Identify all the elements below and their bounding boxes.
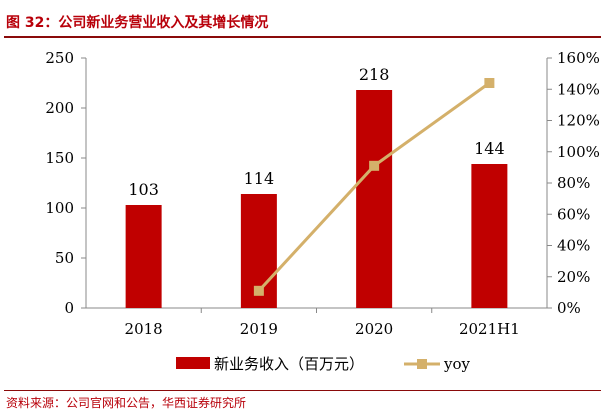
legend-bar-label: 新业务收入（百万元） <box>214 355 364 373</box>
bar-data-label: 218 <box>359 65 390 84</box>
left-tick-label: 200 <box>45 99 74 117</box>
bar <box>356 90 393 308</box>
x-axis-ticks: 2018 2019 2020 2021H1 <box>125 308 520 338</box>
legend-bar-swatch <box>176 357 210 369</box>
left-tick-label: 150 <box>45 149 74 167</box>
bar-data-labels: 103 114 218 144 <box>128 65 504 199</box>
right-tick-label: 80% <box>557 174 590 192</box>
right-axis-ticks: 0% 20% 40% 60% 80% 100% 120% 140% 160% <box>547 49 600 317</box>
x-tick-label: 2018 <box>125 320 163 338</box>
source-rule <box>4 390 601 391</box>
x-tick-label: 2021H1 <box>459 320 520 338</box>
bar-data-label: 144 <box>474 139 505 158</box>
left-tick-label: 250 <box>45 49 74 67</box>
right-tick-label: 20% <box>557 268 590 286</box>
legend: 新业务收入（百万元） yoy <box>176 355 471 373</box>
bar-data-label: 103 <box>128 180 159 199</box>
bar-data-label: 114 <box>244 169 275 188</box>
left-tick-label: 100 <box>45 199 74 217</box>
x-tick-label: 2020 <box>355 320 393 338</box>
right-tick-label: 0% <box>557 299 581 317</box>
yoy-line-series <box>253 78 495 296</box>
right-tick-label: 40% <box>557 237 590 255</box>
source-note: 资料来源：公司官网和公告，华西证券研究所 <box>6 396 247 410</box>
left-axis-ticks: 0 50 100 150 200 250 <box>45 49 86 317</box>
bar-series <box>125 90 508 308</box>
title-rule <box>4 36 601 38</box>
bar <box>125 205 162 308</box>
right-tick-label: 160% <box>557 49 600 67</box>
yoy-marker <box>253 285 264 296</box>
left-tick-label: 0 <box>64 299 74 317</box>
yoy-marker <box>484 78 495 88</box>
x-tick-label: 2019 <box>240 320 278 338</box>
left-tick-label: 50 <box>55 249 74 267</box>
right-tick-label: 140% <box>557 80 600 98</box>
bar <box>471 164 508 308</box>
legend-line-marker <box>417 359 427 369</box>
yoy-marker <box>369 160 380 171</box>
right-tick-label: 60% <box>557 205 590 223</box>
legend-line-label: yoy <box>443 355 471 373</box>
right-tick-label: 120% <box>557 112 600 130</box>
right-tick-label: 100% <box>557 143 600 161</box>
figure-title: 图 32：公司新业务营业收入及其增长情况 <box>6 15 269 31</box>
